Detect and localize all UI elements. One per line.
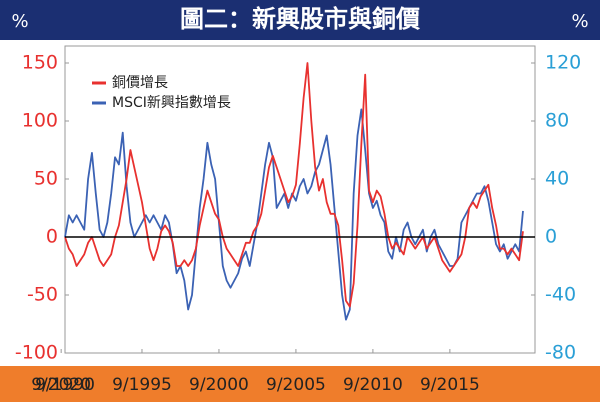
y2-tick-label: -40 <box>545 284 576 306</box>
x-tick-label: 9/2000 <box>189 375 249 395</box>
x-tick-label: 9/2020 <box>31 375 91 395</box>
y2-tick-label: 80 <box>545 110 569 132</box>
y-tick-label: 150 <box>22 52 58 74</box>
y-tick-label: -100 <box>15 342 58 364</box>
chart-title: 圖二：新興股市與銅價 <box>180 5 421 33</box>
y-tick-label: 0 <box>46 226 58 248</box>
title-band <box>0 0 600 40</box>
legend-label: MSCI新興指數增長 <box>112 95 231 111</box>
y2-axis-label: % <box>571 11 588 32</box>
legend-label: 銅價增長 <box>112 74 168 91</box>
x-tick-label: 9/2005 <box>266 375 326 395</box>
x-tick-label: 9/1990 <box>35 375 95 395</box>
y2-tick-label: 120 <box>545 52 581 74</box>
y2-tick-label: 40 <box>545 168 569 190</box>
y2-tick-label: 0 <box>545 226 557 248</box>
y-axis-label: % <box>11 11 28 32</box>
x-axis-band <box>0 366 600 402</box>
plot-frame <box>64 45 536 354</box>
y-tick-label: -50 <box>27 284 58 306</box>
y-tick-label: 50 <box>34 168 58 190</box>
series-line <box>64 108 524 321</box>
series-line <box>64 62 524 308</box>
x-tick-label: 9/2010 <box>343 375 403 395</box>
x-tick-label: 9/2015 <box>420 375 480 395</box>
y2-tick-label: -80 <box>545 342 576 364</box>
x-tick-label: 9/1995 <box>112 375 172 395</box>
y-tick-label: 100 <box>22 110 58 132</box>
